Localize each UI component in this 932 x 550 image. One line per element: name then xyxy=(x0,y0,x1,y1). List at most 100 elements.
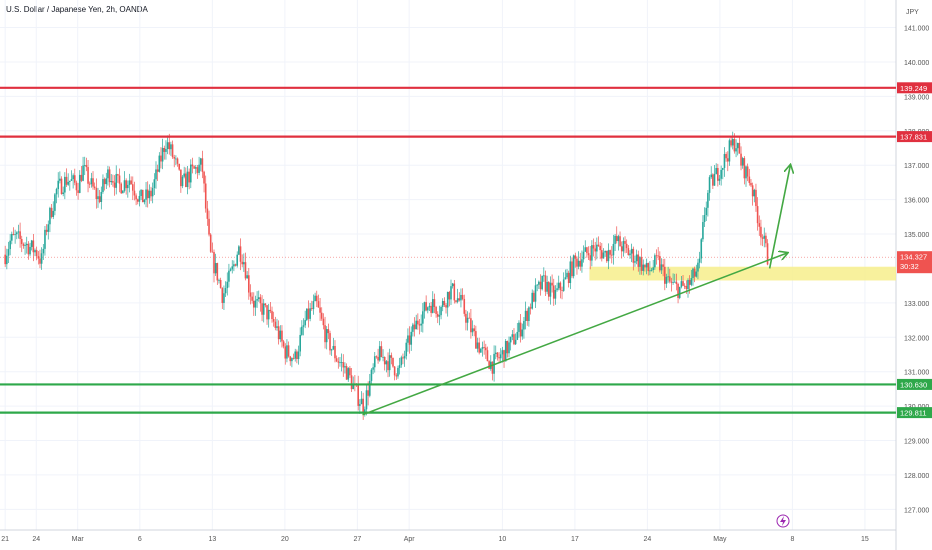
projection-arrow xyxy=(768,165,791,269)
candle-body xyxy=(62,192,64,195)
candle-body xyxy=(47,224,50,232)
candle-body xyxy=(615,235,618,242)
candle-body xyxy=(198,164,200,173)
candle-body xyxy=(103,179,106,185)
candle-body xyxy=(166,142,169,150)
candle-body xyxy=(388,355,391,371)
candle-body xyxy=(599,245,601,251)
candle-body xyxy=(473,328,476,332)
candle-body xyxy=(372,367,374,370)
candle-body xyxy=(254,300,257,308)
candle-body xyxy=(471,328,474,333)
candle-body xyxy=(60,178,63,195)
candle-body xyxy=(251,296,253,301)
candle-body xyxy=(378,346,381,361)
candle-body xyxy=(186,171,189,188)
candle-body xyxy=(680,281,683,287)
candle-body xyxy=(24,245,26,246)
candle-body xyxy=(277,326,280,340)
candle-body xyxy=(176,158,179,164)
candle-body xyxy=(763,235,766,239)
candle-body xyxy=(567,272,570,284)
candle-body xyxy=(543,275,545,277)
candle-body xyxy=(660,264,663,271)
chart-title: U.S. Dollar / Japanese Yen, 2h, OANDA xyxy=(6,5,148,14)
candle-body xyxy=(204,183,207,209)
candle-body xyxy=(435,306,437,314)
candle-body xyxy=(279,330,282,340)
candle-body xyxy=(12,233,15,235)
candle-body xyxy=(526,310,529,321)
candle-body xyxy=(697,262,699,272)
candle-body xyxy=(256,299,258,301)
candle-body xyxy=(244,262,247,279)
candle-body xyxy=(592,245,595,249)
currency-label: JPY xyxy=(906,9,919,16)
candle-body xyxy=(433,299,436,307)
candle-body xyxy=(199,158,202,165)
candle-body xyxy=(400,357,403,366)
candle-body xyxy=(380,346,383,358)
candle-body xyxy=(430,305,432,313)
candle-body xyxy=(594,248,596,252)
candle-body xyxy=(730,140,732,146)
candle-body xyxy=(604,251,606,253)
candle-body xyxy=(156,169,159,172)
candle-body xyxy=(191,164,194,167)
candle-body xyxy=(387,361,389,371)
candle-body xyxy=(95,187,98,200)
candle-body xyxy=(35,250,38,257)
candle-body xyxy=(677,283,679,298)
candle-body xyxy=(335,358,338,362)
candle-body xyxy=(75,182,78,191)
candle-body xyxy=(506,340,509,354)
candle-body xyxy=(218,279,220,281)
candle-body xyxy=(310,308,313,310)
x-tick-label: 24 xyxy=(644,536,652,543)
candle-body xyxy=(64,176,66,193)
x-tick-label: 24 xyxy=(32,536,40,543)
candle-body xyxy=(194,167,197,169)
candle-body xyxy=(155,169,157,180)
candle-body xyxy=(112,181,114,183)
candle-body xyxy=(357,385,359,406)
candle-body xyxy=(113,182,116,188)
support-zone xyxy=(589,266,896,281)
candle-body xyxy=(524,310,527,321)
y-tick-label: 136.000 xyxy=(904,198,929,205)
candle-body xyxy=(587,253,590,256)
candle-body xyxy=(670,281,673,283)
candle-body xyxy=(529,307,532,309)
candle-body xyxy=(234,264,237,266)
candle-body xyxy=(422,311,424,324)
candle-body xyxy=(339,362,341,364)
candle-body xyxy=(665,276,668,284)
candle-body xyxy=(448,291,451,300)
candle-body xyxy=(231,266,234,270)
candle-body xyxy=(115,174,118,188)
candle-body xyxy=(465,313,467,323)
candle-body xyxy=(312,301,315,310)
candle-body xyxy=(609,250,611,255)
candle-body xyxy=(698,258,701,263)
candle-body xyxy=(302,325,305,327)
price-level-tag xyxy=(897,131,932,143)
candle-body xyxy=(347,368,350,380)
candle-body xyxy=(221,288,224,303)
x-tick-label: May xyxy=(713,536,727,543)
candle-body xyxy=(655,255,658,257)
candle-body xyxy=(342,362,345,368)
candle-body xyxy=(337,361,340,363)
candle-body xyxy=(165,149,167,152)
candle-body xyxy=(322,318,325,326)
candle-body xyxy=(130,180,132,185)
candle-body xyxy=(125,180,127,189)
candle-body xyxy=(15,232,18,235)
candle-body xyxy=(659,256,661,271)
candle-body xyxy=(740,153,742,166)
candle-body xyxy=(664,266,666,284)
candle-body xyxy=(291,358,293,362)
candle-body xyxy=(299,334,301,352)
lightning-icon[interactable] xyxy=(776,514,790,528)
